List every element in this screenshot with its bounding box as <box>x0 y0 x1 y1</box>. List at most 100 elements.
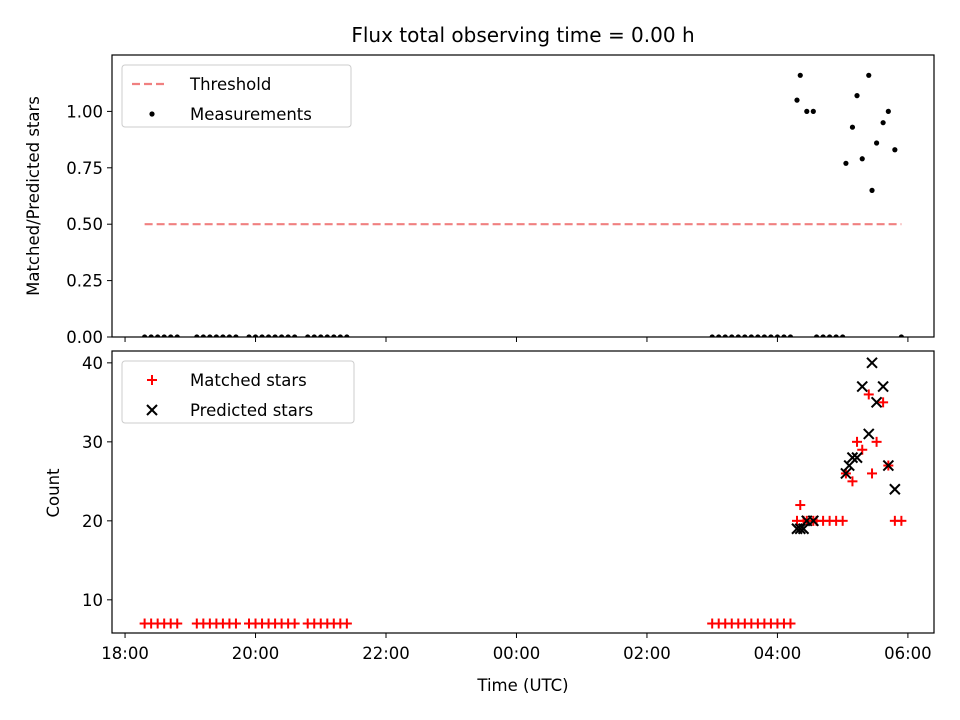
data-point-cross <box>877 380 889 393</box>
legend-swatch-dot <box>149 111 155 117</box>
data-point-dot <box>168 334 174 337</box>
data-point-dot <box>748 334 754 337</box>
y-tick-label: 10 <box>82 591 103 610</box>
data-point-dot <box>279 334 285 337</box>
data-point-dot <box>735 334 741 337</box>
y-tick-label: 1.00 <box>66 102 103 121</box>
data-point-dot <box>820 334 826 337</box>
series-group <box>139 357 907 629</box>
x-tick-label: 02:00 <box>623 644 671 663</box>
data-point-dot <box>233 334 239 337</box>
data-point-dot <box>768 334 774 337</box>
data-point-dot <box>305 334 311 337</box>
data-point-dot <box>716 334 722 337</box>
data-point-dot <box>194 334 200 337</box>
data-point-cross-b <box>882 459 895 472</box>
data-point-dot <box>859 156 865 162</box>
data-point-cross <box>889 483 901 495</box>
data-point-dot <box>213 334 219 337</box>
y-tick-label: 0.50 <box>66 215 103 234</box>
panel-1: 0.00 0.25 0.50 0.75 1.00 Threshold Measurement… <box>66 54 935 347</box>
panel-2: 10 20 30 40 18:00 20:00 22:00 00:00 02:00 04:00 06… <box>82 350 935 663</box>
data-point-dot <box>148 334 154 337</box>
data-point-cross <box>840 467 852 480</box>
data-point-dot <box>226 334 233 337</box>
data-point-dot <box>827 334 833 337</box>
data-point-dot <box>220 334 226 337</box>
data-point-cross <box>882 459 895 472</box>
data-point-dot <box>797 72 803 78</box>
y-tick-label: 40 <box>82 354 103 373</box>
data-point-plus <box>795 500 806 511</box>
x-tick-label: 22:00 <box>362 644 410 663</box>
data-point-plus <box>847 476 858 487</box>
data-point-cross-b <box>851 451 863 464</box>
data-point-dot <box>755 334 761 337</box>
y-tick-label: 0.75 <box>66 159 103 178</box>
data-point-dot <box>885 108 891 114</box>
data-point-dot <box>742 334 748 337</box>
data-point-dot <box>272 334 278 337</box>
data-point-dot <box>833 334 839 337</box>
data-point-plus <box>837 515 848 526</box>
data-point-dot <box>880 120 886 126</box>
data-point-plus <box>878 397 889 408</box>
data-point-dot <box>873 140 880 146</box>
data-point-dot <box>804 108 810 114</box>
y-tick-label: 0.00 <box>66 328 103 347</box>
legend-box <box>121 64 352 128</box>
data-point-dot <box>869 187 875 193</box>
data-point-dot <box>318 334 324 337</box>
x-tick-label: 04:00 <box>754 644 802 663</box>
data-point-cross <box>851 451 863 464</box>
x-tick-label: 06:00 <box>884 644 932 663</box>
data-point-cross <box>870 396 883 409</box>
series-group <box>142 72 904 337</box>
data-point-dot <box>866 72 872 78</box>
data-point-dot <box>774 334 781 337</box>
data-point-dot <box>854 93 860 99</box>
data-point-dot <box>324 334 330 337</box>
data-point-cross-b <box>877 380 889 393</box>
x-tick-label: 20:00 <box>232 644 280 663</box>
data-point-dot <box>161 334 167 337</box>
data-point-dot <box>200 334 206 337</box>
data-point-plus <box>852 436 863 447</box>
data-point-dot <box>142 334 148 337</box>
x-tick-label: 18:00 <box>101 644 149 663</box>
data-point-plus <box>289 618 300 629</box>
data-point-dot <box>331 334 337 337</box>
data-point-cross <box>863 428 875 440</box>
data-point-plus <box>871 436 882 447</box>
data-point-cross <box>807 515 820 527</box>
bottom-y-axis-title: Count <box>44 468 63 518</box>
data-point-dot <box>840 334 846 337</box>
data-point-cross <box>866 357 878 369</box>
data-point-dot <box>311 334 317 337</box>
data-point-dot <box>337 334 343 337</box>
legend-box <box>121 360 355 424</box>
data-point-dot <box>787 334 794 337</box>
data-point-dot <box>722 334 728 337</box>
legend-swatch-plus <box>147 375 157 385</box>
data-point-dot <box>155 334 161 337</box>
data-point-dot <box>813 334 820 337</box>
y-tick-label: 20 <box>82 512 103 531</box>
data-point-dot <box>892 147 898 153</box>
legend-label: Predicted stars <box>190 401 313 420</box>
data-point-dot <box>174 334 180 337</box>
data-point-dot <box>259 334 265 337</box>
legend-label: Matched stars <box>190 371 307 390</box>
data-point-dot <box>292 334 298 337</box>
data-point-cross-b <box>807 515 820 527</box>
x-tick-label: 00:00 <box>493 644 541 663</box>
data-point-dot <box>344 334 350 337</box>
legend-swatch-cross <box>146 404 158 416</box>
data-point-plus <box>785 618 796 629</box>
data-point-dot <box>252 334 259 337</box>
data-point-plus <box>863 389 874 400</box>
chart-title: Flux total observing time = 0.00 h <box>351 23 694 47</box>
data-point-cross-b <box>863 428 875 440</box>
